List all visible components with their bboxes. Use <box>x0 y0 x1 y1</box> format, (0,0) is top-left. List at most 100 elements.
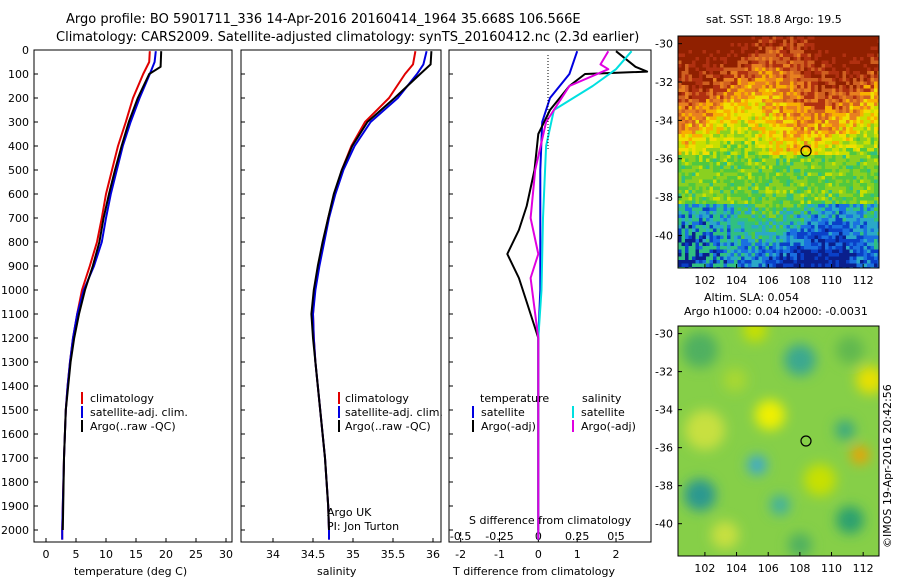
lat-tick-label: -32 <box>655 366 673 379</box>
x-tick-label: 0.5 <box>607 530 625 543</box>
depth-tick-label: 200 <box>8 92 29 105</box>
imos-timestamp: ©IMOS 19-Apr-2016 20:42:56 <box>881 384 894 548</box>
depth-tick-label: 600 <box>8 188 29 201</box>
difference-salinity-magenta-line <box>529 50 610 540</box>
legend-label-argo: Argo(..raw -QC) <box>345 420 431 433</box>
depth-tick-label: 1700 <box>1 452 29 465</box>
lon-tick-label: 106 <box>758 562 779 575</box>
lat-tick-label: -34 <box>655 404 673 417</box>
sla-float-position-marker <box>800 435 812 447</box>
salinity-legend: climatology satellite-adj. clim. Argo(..… <box>338 392 443 433</box>
x-tick-label: 2 <box>613 548 620 561</box>
x-tick-label: -2 <box>455 548 466 561</box>
difference-profiles <box>506 50 649 540</box>
legend-marker-s-satellite <box>572 406 574 418</box>
lon-tick-label: 106 <box>758 274 779 287</box>
salinity-profile-blue-line <box>312 50 428 540</box>
legend-label-climatology: climatology <box>90 392 154 405</box>
lat-tick-label: -38 <box>655 480 673 493</box>
depth-tick-label: 700 <box>8 212 29 225</box>
temperature-panel-frame <box>33 49 233 543</box>
x-tick-label: 15 <box>129 548 143 561</box>
x-tick-label: 34.5 <box>301 548 326 561</box>
legend-heading-salinity: salinity <box>582 392 622 405</box>
lat-tick-label: -40 <box>655 229 673 242</box>
t-difference-axis-label: T difference from climatology <box>452 565 615 578</box>
lat-tick-label: -38 <box>655 191 673 204</box>
lon-tick-label: 104 <box>726 562 747 575</box>
depth-tick-label: 1500 <box>1 404 29 417</box>
s-difference-axis-label: S difference from climatology <box>469 514 632 527</box>
lat-tick-label: -36 <box>655 153 673 166</box>
depth-tick-label: 300 <box>8 116 29 129</box>
legend-marker-argo <box>81 420 83 432</box>
x-tick-label: 0 <box>535 548 542 561</box>
legend-marker-t-argo <box>472 420 474 432</box>
depth-axis: 0 100 200 300 400 500 600 700 800 900 1000 1100 1200… <box>1 44 453 537</box>
temperature-legend: climatology satellite-adj. clim. Argo(..… <box>81 392 188 433</box>
salinity-profile-red-line <box>312 51 417 540</box>
x-tick-label: 20 <box>159 548 173 561</box>
legend-label-climatology: climatology <box>345 392 409 405</box>
difference-salinity-cyan-line <box>537 50 633 540</box>
salinity-profile-black-line <box>310 51 433 531</box>
lon-tick-label: 108 <box>789 274 810 287</box>
temperature-axis-label: temperature (deg C) <box>74 565 187 578</box>
x-tick-label: 1 <box>574 548 581 561</box>
figure-title-line1: Argo profile: BO 5901711_336 14-Apr-2016… <box>66 12 581 27</box>
temperature-profile-red-line <box>61 51 151 540</box>
lat-tick-label: -36 <box>655 442 673 455</box>
legend-marker-satellite <box>338 406 340 418</box>
x-tick-label: -0.5 <box>450 530 471 543</box>
x-tick-label: 35 <box>346 548 360 561</box>
x-tick-label: 30 <box>219 548 233 561</box>
temperature-x-axis: 0 5 10 15 20 25 30 <box>43 538 233 561</box>
legend-marker-t-satellite <box>472 406 474 418</box>
salinity-x-axis: 34 34.5 35 35.5 36 <box>266 538 440 561</box>
sst-float-position-marker <box>800 145 812 157</box>
legend-marker-s-argo <box>572 420 574 432</box>
legend-marker-climatology <box>81 392 83 404</box>
difference-x-axes: -2 -1 0 1 2-0.5 -0.25 0 0.25 0.5 <box>450 530 625 561</box>
lon-tick-label: 110 <box>821 562 842 575</box>
x-tick-label: 34 <box>266 548 280 561</box>
lon-tick-label: 110 <box>821 274 842 287</box>
lon-tick-label: 112 <box>853 274 874 287</box>
x-tick-label: 5 <box>73 548 80 561</box>
temperature-profile-blue-line <box>61 51 157 540</box>
salinity-axis-label: salinity <box>317 565 357 578</box>
lon-tick-label: 102 <box>694 274 715 287</box>
depth-tick-label: 100 <box>8 68 29 81</box>
figure-title-line2: Climatology: CARS2009. Satellite-adjuste… <box>56 30 639 45</box>
lat-tick-label: -30 <box>655 38 673 51</box>
depth-tick-label: 1100 <box>1 308 29 321</box>
lon-tick-label: 108 <box>789 562 810 575</box>
argo-program-note: Argo UK <box>327 506 372 519</box>
lat-tick-label: -32 <box>655 76 673 89</box>
x-tick-label: 10 <box>99 548 113 561</box>
difference-temperature-black-line <box>506 50 649 530</box>
depth-tick-label: 0 <box>22 44 29 57</box>
sla-map-frame <box>677 325 880 557</box>
difference-temperature-blue-line <box>537 50 579 540</box>
salinity-profiles <box>310 50 433 540</box>
depth-tick-label: 1800 <box>1 476 29 489</box>
depth-tick-label: 900 <box>8 260 29 273</box>
depth-tick-label: 400 <box>8 140 29 153</box>
sla-map-title: Altim. SLA: 0.054 <box>704 291 799 304</box>
legend-marker-climatology <box>338 392 340 404</box>
legend-heading-temperature: temperature <box>480 392 549 405</box>
legend-label-satellite: satellite-adj. clim. <box>90 406 188 419</box>
sla-map-subtitle: Argo h1000: 0.04 h2000: -0.0031 <box>684 305 868 318</box>
depth-tick-label: 2000 <box>1 524 29 537</box>
legend-label-s-satellite: satellite <box>581 406 625 419</box>
legend-marker-argo <box>338 420 340 432</box>
depth-tick-label: 500 <box>8 164 29 177</box>
depth-tick-label: 1400 <box>1 380 29 393</box>
depth-tick-label: 1900 <box>1 500 29 513</box>
sst-map-title: sat. SST: 18.8 Argo: 19.5 <box>706 13 842 26</box>
legend-label-t-satellite: satellite <box>481 406 525 419</box>
sst-heatmap <box>678 36 879 268</box>
lat-tick-label: -34 <box>655 114 673 127</box>
